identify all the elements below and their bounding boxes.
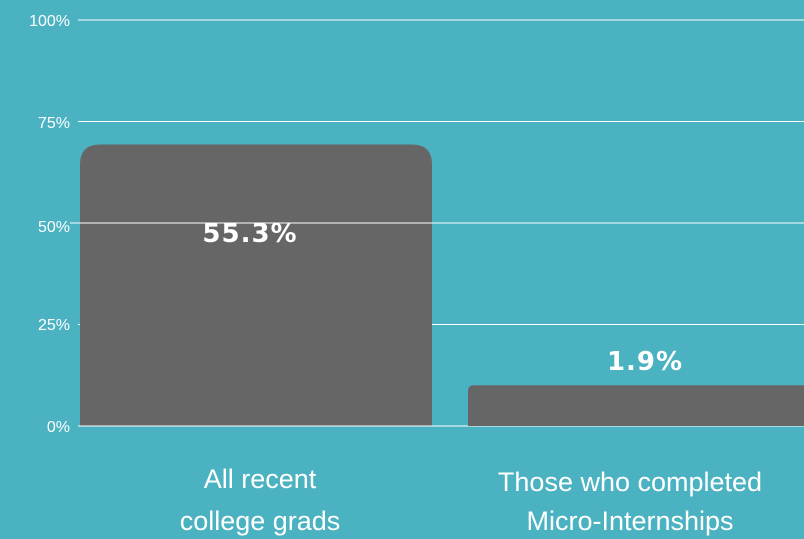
bar [80, 144, 432, 426]
category-label-line: Micro-Internships [526, 506, 733, 536]
category-label-line: All recent [204, 464, 317, 494]
y-tick-label: 100% [29, 13, 70, 30]
y-tick-label: 75% [38, 115, 70, 132]
category-labels: All recent college grads Those who compl… [180, 464, 762, 536]
y-tick-label: 25% [38, 317, 70, 334]
value-labels: 55.3% 1.9% [202, 219, 683, 377]
value-label: 55.3% [202, 219, 297, 249]
category-label-line: college grads [180, 506, 341, 536]
bars [80, 144, 804, 426]
y-tick-label: 50% [38, 219, 70, 236]
value-label: 1.9% [607, 347, 683, 377]
y-tick-label: 0% [47, 419, 70, 436]
y-axis: 0% 25% 50% 75% 100% [29, 13, 70, 436]
category-label-line: Those who completed [498, 467, 762, 497]
gridlines-overlay [70, 222, 804, 427]
bar [468, 385, 804, 426]
